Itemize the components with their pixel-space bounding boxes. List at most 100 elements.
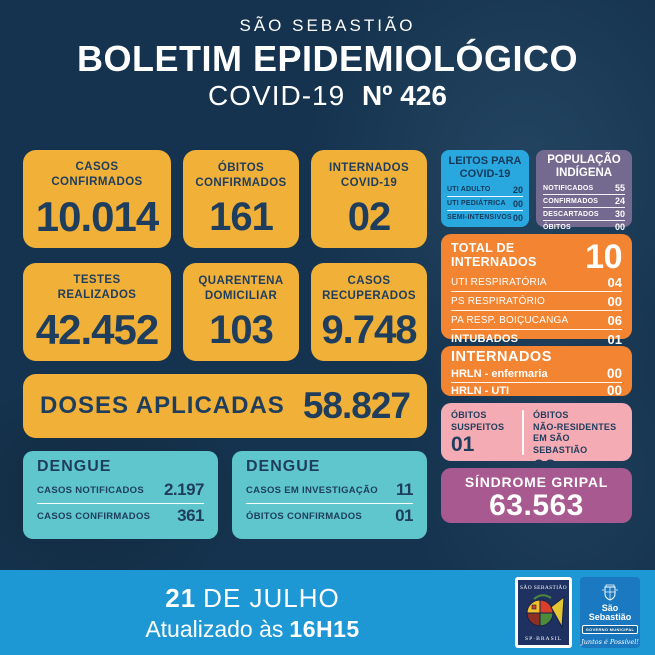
fish-logo-artwork: SÃO SEBASTIÃO SP·BRASIL: [518, 580, 569, 645]
vertical-divider: [522, 410, 524, 455]
city-crest-icon: [602, 584, 618, 601]
dengue-row-notificados: CASOS NOTIFICADOS 2.197: [37, 478, 205, 503]
internados-row-pa-boicucanga: PA RESP. BOIÇUCANGA 06: [451, 310, 622, 329]
row-value: 01: [395, 506, 413, 525]
stats-row-2: TESTES REALIZADOS 42.452 QUARENTENA DOMI…: [23, 263, 427, 361]
hrln-row-uti: HRLN - UTI 00: [451, 381, 622, 399]
card-value: 103: [209, 308, 274, 353]
gov-logo-name-line2: Sebastião: [588, 612, 632, 623]
card-dengue-investigacao: DENGUE CASOS EM INVESTIGAÇÃO 11 ÓBITOS C…: [232, 451, 427, 539]
obitos-nao-residentes: ÓBITOS NÃO-RESIDENTES EM SÃO SEBASTIÃO 0…: [533, 410, 622, 478]
gov-logo-badge: GOVERNO MUNICIPAL: [581, 624, 639, 634]
footer-date-month: DE JULHO: [203, 583, 340, 613]
indigena-row-confirmados: CONFIRMADOS 24: [543, 194, 625, 207]
row-label: HRLN - UTI: [451, 384, 510, 397]
row-value: 361: [177, 506, 204, 525]
fish-icon: SÃO SEBASTIÃO SP·BRASIL: [520, 583, 567, 642]
header: SÃO SEBASTIÃO BOLETIM EPIDEMIOLÓGICO COV…: [0, 0, 655, 112]
row-label: UTI ADULTO: [447, 186, 491, 194]
doses-label: DOSES APLICADAS: [40, 392, 285, 419]
obitos-suspeitos-value: 01: [451, 433, 475, 456]
right-column: LEITOS PARA COVID-19 UTI ADULTO 20 UTI P…: [441, 150, 632, 539]
row-value: 00: [614, 222, 625, 233]
total-internados-value: 10: [585, 238, 622, 276]
dengue-row: DENGUE CASOS NOTIFICADOS 2.197 CASOS CON…: [23, 451, 427, 539]
dengue-title: DENGUE: [37, 458, 112, 475]
stats-row-1: CASOS CONFIRMADOS 10.014 ÓBITOS CONFIRMA…: [23, 150, 427, 248]
row-value: 2.197: [163, 480, 205, 499]
row-label: UTI PEDIÁTRICA: [447, 200, 506, 208]
row-label: DESCARTADOS: [543, 210, 599, 218]
sindrome-title: SÍNDROME GRIPAL: [464, 474, 609, 490]
row-value: 55: [614, 183, 625, 194]
dengue-row-confirmados: CASOS CONFIRMADOS 361: [37, 503, 204, 529]
footer-updated-time: 16H15: [289, 616, 360, 642]
left-column: CASOS CONFIRMADOS 10.014 ÓBITOS CONFIRMA…: [23, 150, 427, 539]
card-doses-aplicadas: DOSES APLICADAS 58.827: [23, 374, 427, 438]
internados-row-intubados: INTUBADOS 01: [451, 329, 622, 348]
covid-label: COVID-19: [208, 79, 346, 111]
indigena-title: POPULAÇÃO INDÍGENA: [547, 154, 621, 180]
footer-updated: Atualizado às 16H15: [0, 616, 505, 643]
row-label: NOTIFICADOS: [543, 184, 594, 192]
total-internados-header: TOTAL DE INTERNADOS 10: [451, 238, 622, 276]
card-obitos-confirmados: ÓBITOS CONFIRMADOS 161: [183, 150, 299, 248]
sao-sebastiao-fish-logo-icon: SÃO SEBASTIÃO SP·BRASIL: [515, 577, 572, 648]
row-value: 00: [607, 293, 622, 309]
card-value: 42.452: [35, 306, 159, 354]
row-label: PA RESP. BOIÇUCANGA: [451, 314, 569, 326]
footer-date-block: 21 DE JULHO Atualizado às 16H15: [0, 583, 505, 643]
dengue-row-obitos: ÓBITOS CONFIRMADOS 01: [246, 503, 413, 529]
row-value: 00: [606, 383, 622, 399]
doses-value: 58.827: [302, 385, 411, 426]
row-value: 01: [607, 331, 622, 347]
card-label: CASOS CONFIRMADOS: [51, 160, 143, 188]
gov-logo-slogan: Juntos é Possível!: [581, 637, 639, 646]
card-total-internados: TOTAL DE INTERNADOS 10 UTI RESPIRATÓRIA …: [441, 234, 632, 347]
gov-logo-name-line1: São: [601, 603, 619, 613]
row-label: HRLN - enfermaria: [451, 367, 548, 380]
card-testes-realizados: TESTES REALIZADOS 42.452: [23, 263, 171, 361]
internados-row-ps-respiratorio: PS RESPIRATÓRIO 00: [451, 291, 622, 310]
card-internados-hrln: INTERNADOS HRLN - enfermaria 00 HRLN - U…: [441, 346, 632, 399]
card-label: QUARENTENA DOMICILIAR: [198, 274, 284, 302]
card-label: TESTES REALIZADOS: [57, 273, 137, 301]
row-label: UTI RESPIRATÓRIA: [451, 276, 547, 288]
card-leitos-covid: LEITOS PARA COVID-19 UTI ADULTO 20 UTI P…: [441, 150, 529, 227]
row-label: CASOS NOTIFICADOS: [37, 484, 144, 496]
card-internados-covid: INTERNADOS COVID-19 02: [311, 150, 427, 248]
leitos-row-uti-pediatrica: UTI PEDIÁTRICA 00: [447, 196, 523, 210]
row-value: 06: [607, 312, 622, 328]
governo-municipal-logo: São Sebastião GOVERNO MUNICIPAL Juntos é…: [580, 577, 640, 648]
row-value: 00: [512, 212, 523, 223]
indigena-row-descartados: DESCARTADOS 30: [543, 207, 625, 220]
card-label: ÓBITOS CONFIRMADOS: [195, 161, 287, 189]
footer-date: 21 DE JULHO: [0, 583, 505, 614]
row-value: 00: [606, 366, 622, 382]
obitos-suspeitos-label: ÓBITOS SUSPEITOS: [451, 410, 505, 432]
row-label: ÓBITOS: [543, 223, 571, 231]
row-label: ÓBITOS CONFIRMADOS: [246, 510, 363, 522]
row-label: SEMI-INTENSIVOS: [447, 214, 512, 222]
fish-logo-bottom-text: SP·BRASIL: [525, 636, 562, 642]
hrln-row-enfermaria: HRLN - enfermaria 00: [451, 366, 622, 382]
row-value: 04: [607, 274, 622, 290]
bulletin-number: Nº 426: [361, 79, 447, 111]
card-dengue-casos: DENGUE CASOS NOTIFICADOS 2.197 CASOS CON…: [23, 451, 218, 539]
row-value: 30: [614, 209, 625, 220]
row-label: CASOS EM INVESTIGAÇÃO: [246, 484, 378, 496]
row-label: PS RESPIRATÓRIO: [451, 295, 545, 307]
row-value: 24: [614, 196, 625, 207]
footer-updated-prefix: Atualizado às: [145, 616, 284, 642]
card-value: 9.748: [321, 308, 417, 353]
card-casos-recuperados: CASOS RECUPERADOS 9.748: [311, 263, 427, 361]
card-sindrome-gripal: SÍNDROME GRIPAL 63.563: [441, 468, 632, 523]
footer-date-day: 21: [165, 583, 197, 613]
footer-logos: SÃO SEBASTIÃO SP·BRASIL: [515, 577, 640, 648]
row-value: 20: [512, 184, 523, 195]
obitos-nao-residentes-label: ÓBITOS NÃO-RESIDENTES EM SÃO SEBASTIÃO: [533, 410, 617, 456]
card-value: 02: [347, 195, 391, 240]
total-internados-title: TOTAL DE INTERNADOS: [451, 241, 537, 270]
card-label: CASOS RECUPERADOS: [322, 274, 416, 302]
